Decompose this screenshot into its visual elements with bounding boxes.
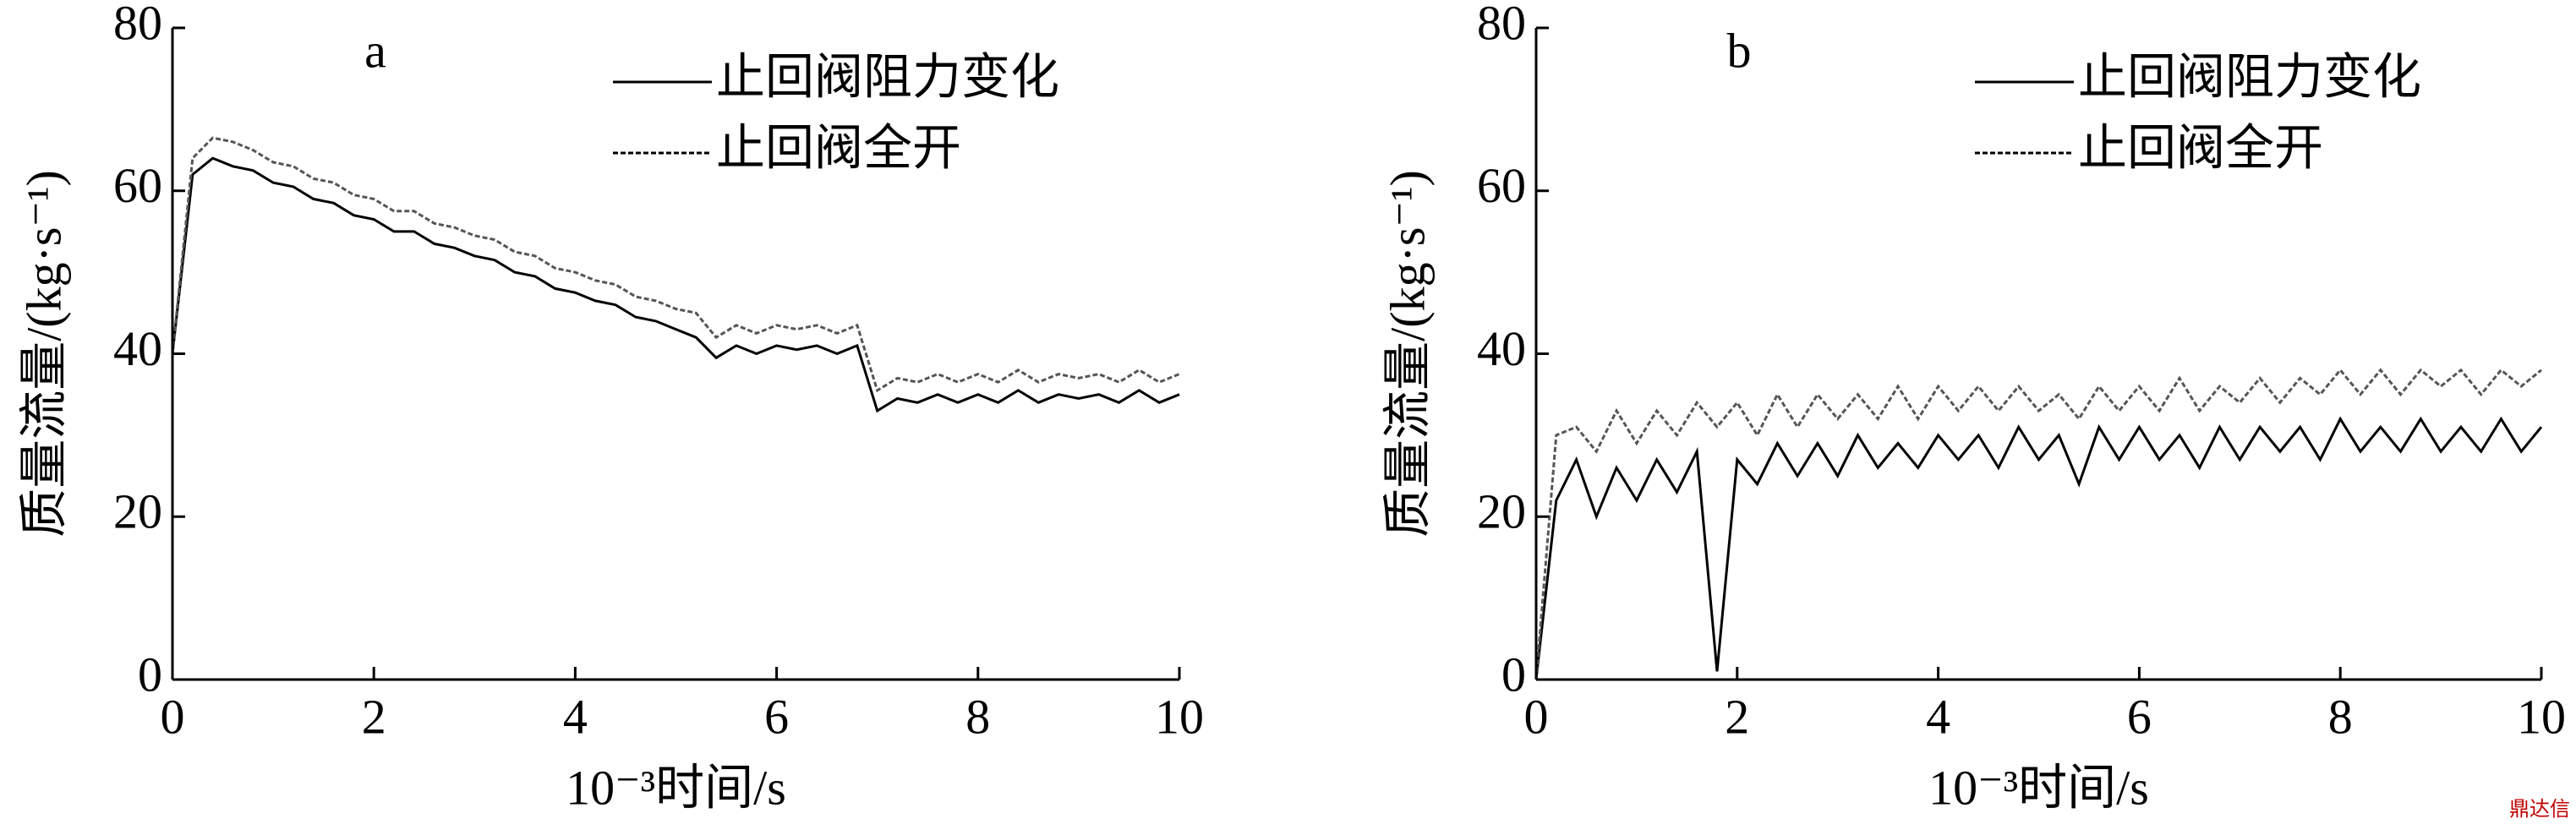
series-line (171, 156, 1180, 413)
y-tick-label: 80 (113, 0, 162, 50)
y-tick-label: 20 (1477, 484, 1526, 539)
legend-label: 止回阀阻力变化 (716, 49, 1059, 104)
x-tick-label: 0 (161, 689, 185, 744)
y-tick-label: 40 (113, 321, 162, 376)
x-tick-label: 8 (965, 689, 990, 744)
panel-label: b (1727, 23, 1752, 78)
y-tick-label: 40 (1477, 321, 1526, 376)
x-axis-label: 10⁻³时间/s (1928, 760, 2149, 815)
y-tick-label: 80 (1477, 0, 1526, 50)
legend-label: 止回阀阻力变化 (2078, 49, 2421, 104)
x-tick-label: 10 (2517, 689, 2566, 744)
y-tick-label: 60 (113, 158, 162, 213)
x-tick-label: 4 (1926, 689, 1950, 744)
watermark: 鼎达信 (2509, 797, 2570, 821)
y-tick-label: 0 (138, 647, 162, 702)
x-axis-label: 10⁻³时间/s (566, 760, 786, 815)
x-tick-label: 10 (1155, 689, 1204, 744)
panel-label: a (364, 23, 386, 78)
x-tick-label: 8 (2328, 689, 2353, 744)
series-line (1534, 416, 2543, 680)
y-tick-label: 20 (113, 484, 162, 539)
legend-label: 止回阀全开 (716, 120, 961, 175)
series-line (171, 136, 1180, 393)
x-tick-label: 0 (1524, 689, 1549, 744)
y-tick-label: 0 (1501, 647, 1526, 702)
legend-label: 止回阀全开 (2078, 120, 2323, 175)
y-axis-label: 质量流量/(kg·s⁻¹) (1380, 170, 1435, 538)
y-tick-label: 60 (1477, 158, 1526, 213)
x-tick-label: 6 (2127, 689, 2152, 744)
series-line (1534, 368, 2542, 680)
x-tick-label: 6 (764, 689, 789, 744)
x-tick-label: 2 (362, 689, 386, 744)
y-axis-label: 质量流量/(kg·s⁻¹) (16, 170, 71, 538)
x-tick-label: 2 (1725, 689, 1749, 744)
x-tick-label: 4 (563, 689, 588, 744)
